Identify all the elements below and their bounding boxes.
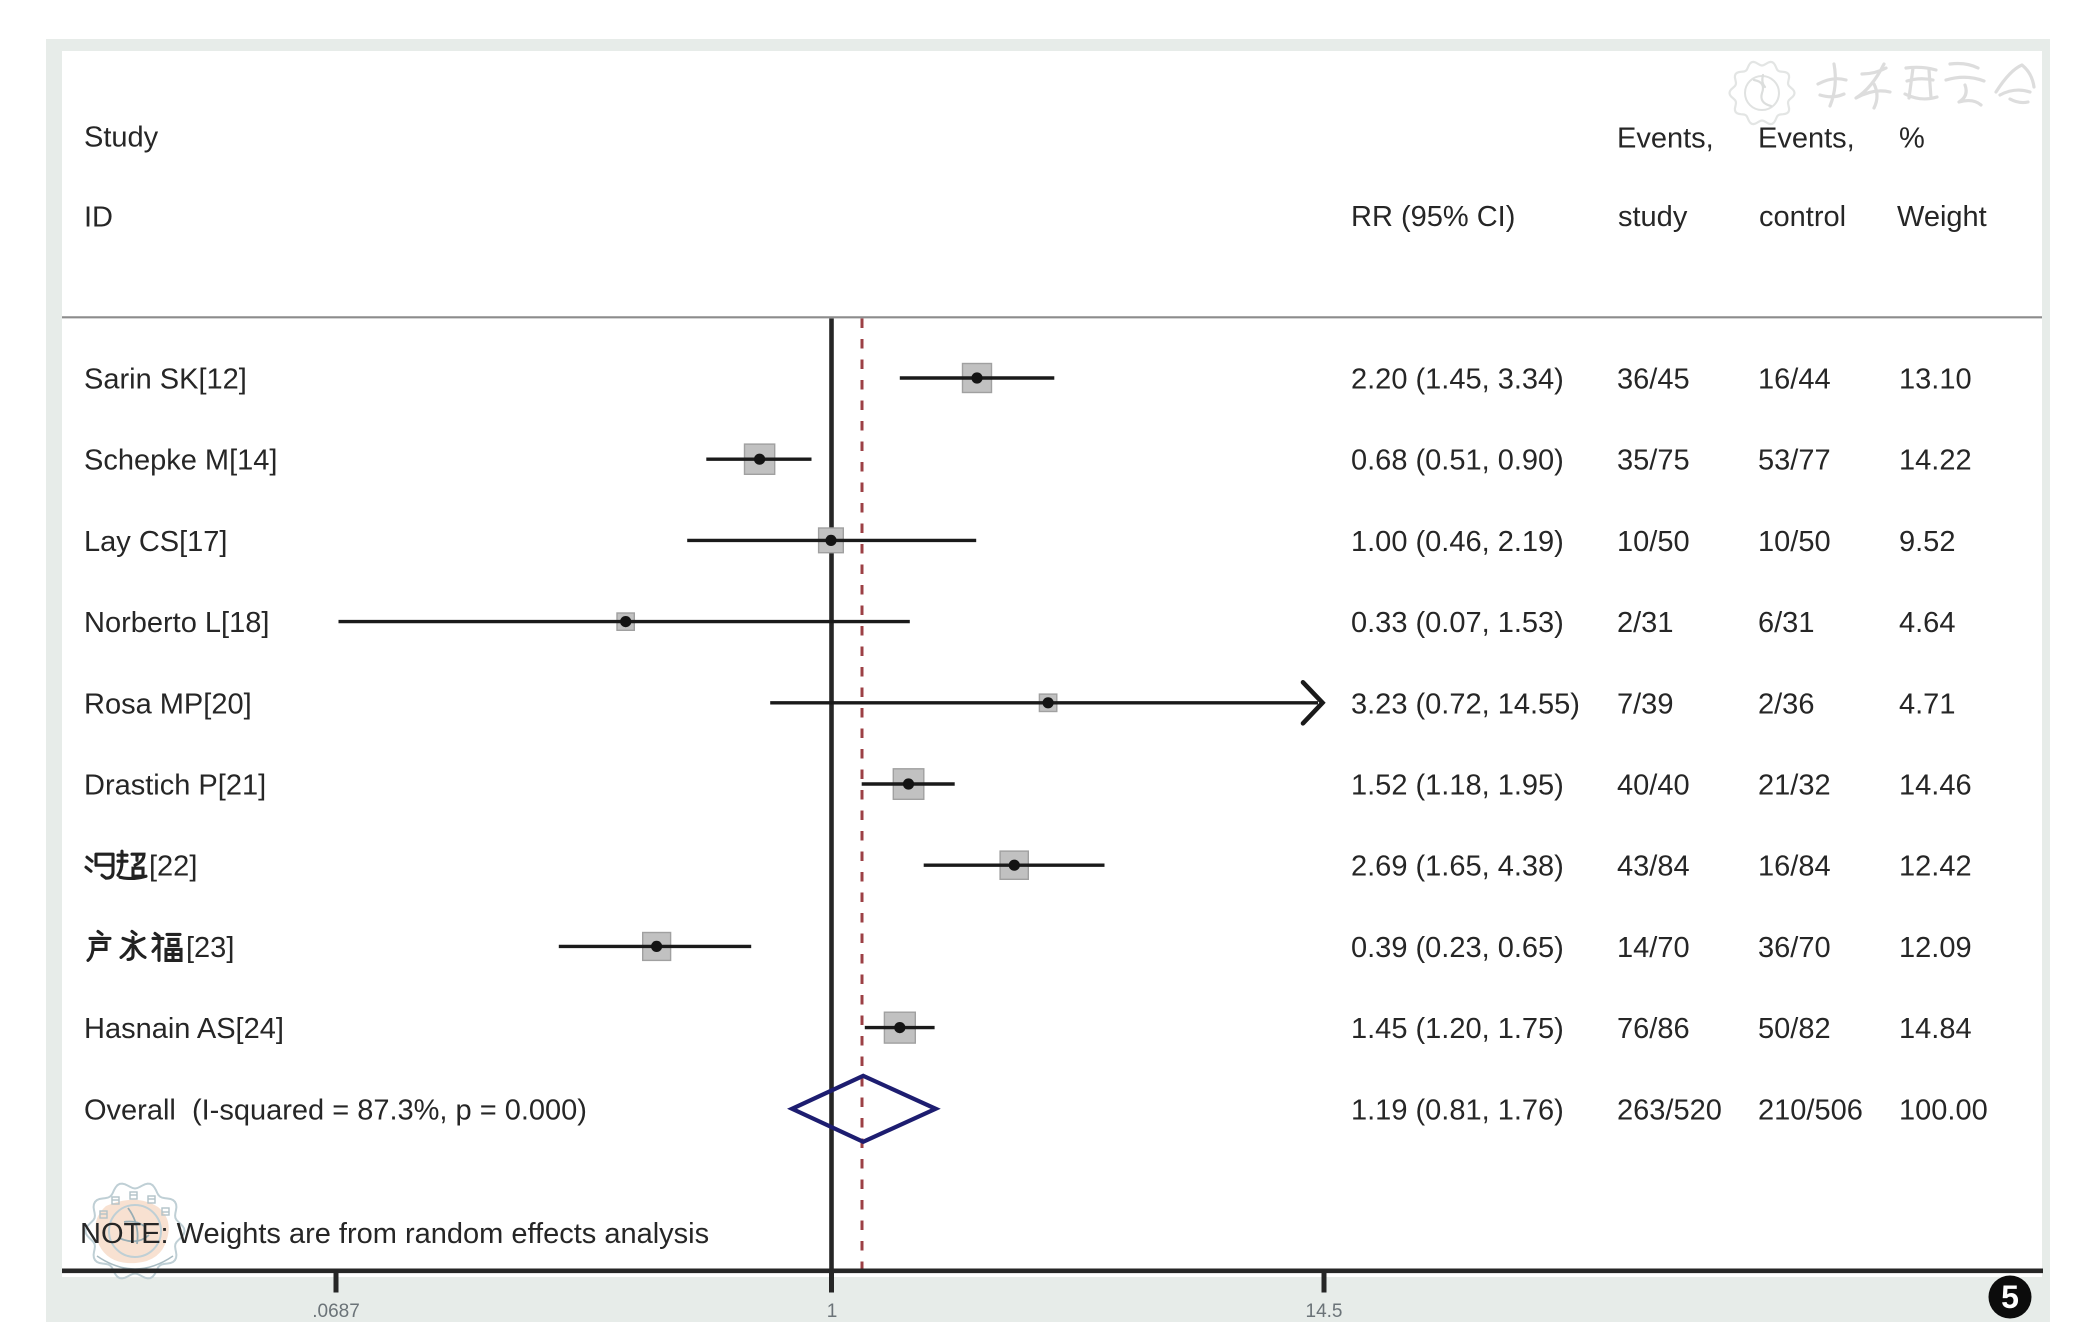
- svg-text:14.84: 14.84: [1899, 1013, 1972, 1045]
- svg-text:16/44: 16/44: [1758, 364, 1831, 396]
- svg-text:Norberto L[18]: Norberto L[18]: [84, 607, 269, 639]
- svg-text:5: 5: [2001, 1279, 2019, 1315]
- svg-text:Study: Study: [84, 122, 159, 154]
- svg-text:RR (95% CI): RR (95% CI): [1351, 201, 1515, 233]
- svg-text:6/31: 6/31: [1758, 607, 1814, 639]
- svg-text:3.23 (0.72, 14.55): 3.23 (0.72, 14.55): [1351, 688, 1580, 720]
- svg-text:Drastich P[21]: Drastich P[21]: [84, 770, 266, 802]
- svg-text:1.19 (0.81, 1.76): 1.19 (0.81, 1.76): [1351, 1094, 1564, 1126]
- svg-text:14.22: 14.22: [1899, 445, 1972, 477]
- svg-text:%: %: [1899, 123, 1925, 155]
- svg-text:[22]: [22]: [149, 851, 197, 883]
- svg-text:Rosa MP[20]: Rosa MP[20]: [84, 688, 252, 720]
- svg-text:53/77: 53/77: [1758, 445, 1831, 477]
- svg-text:12.09: 12.09: [1899, 932, 1972, 964]
- svg-text:.0687: .0687: [312, 1301, 360, 1322]
- svg-text:10/50: 10/50: [1758, 526, 1831, 558]
- svg-text:43/84: 43/84: [1617, 851, 1690, 883]
- svg-text:36/45: 36/45: [1617, 364, 1690, 396]
- svg-text:1.00 (0.46, 2.19): 1.00 (0.46, 2.19): [1351, 526, 1564, 558]
- svg-text:263/520: 263/520: [1617, 1094, 1722, 1126]
- svg-text:10/50: 10/50: [1617, 526, 1690, 558]
- svg-text:Lay CS[17]: Lay CS[17]: [84, 526, 227, 558]
- svg-text:0.39 (0.23, 0.65): 0.39 (0.23, 0.65): [1351, 932, 1564, 964]
- svg-text:Weight: Weight: [1897, 201, 1987, 233]
- svg-text:2.20 (1.45, 3.34): 2.20 (1.45, 3.34): [1351, 364, 1564, 396]
- svg-text:Events,: Events,: [1617, 123, 1714, 155]
- svg-text:1.52 (1.18, 1.95): 1.52 (1.18, 1.95): [1351, 770, 1564, 802]
- svg-text:21/32: 21/32: [1758, 770, 1831, 802]
- svg-text:Schepke M[14]: Schepke M[14]: [84, 445, 277, 477]
- svg-text:2/36: 2/36: [1758, 688, 1814, 720]
- svg-text:1: 1: [827, 1301, 838, 1322]
- svg-text:14.46: 14.46: [1899, 770, 1972, 802]
- svg-text:9.52: 9.52: [1899, 526, 1955, 558]
- svg-text:40/40: 40/40: [1617, 770, 1690, 802]
- svg-text:Hasnain AS[24]: Hasnain AS[24]: [84, 1013, 284, 1045]
- svg-text:[23]: [23]: [186, 932, 234, 964]
- svg-text:14/70: 14/70: [1617, 932, 1690, 964]
- svg-text:50/82: 50/82: [1758, 1013, 1831, 1045]
- svg-text:control: control: [1759, 201, 1846, 233]
- svg-text:2.69 (1.65, 4.38): 2.69 (1.65, 4.38): [1351, 851, 1564, 883]
- svg-text:4.71: 4.71: [1899, 688, 1955, 720]
- svg-text:35/75: 35/75: [1617, 445, 1690, 477]
- svg-text:12.42: 12.42: [1899, 851, 1972, 883]
- svg-text:Overall (I-squared = 87.3%, p: Overall (I-squared = 87.3%, p = 0.000): [84, 1094, 587, 1126]
- svg-text:NOTE: Weights are from random: NOTE: Weights are from random effects an…: [80, 1218, 709, 1250]
- svg-text:7/39: 7/39: [1617, 688, 1673, 720]
- svg-text:36/70: 36/70: [1758, 932, 1831, 964]
- svg-text:2/31: 2/31: [1617, 607, 1673, 639]
- svg-text:0.68 (0.51, 0.90): 0.68 (0.51, 0.90): [1351, 445, 1564, 477]
- svg-text:14.5: 14.5: [1306, 1301, 1343, 1322]
- svg-text:Sarin SK[12]: Sarin SK[12]: [84, 364, 247, 396]
- svg-text:100.00: 100.00: [1899, 1094, 1988, 1126]
- svg-text:4.64: 4.64: [1899, 607, 1955, 639]
- svg-text:1.45 (1.20, 1.75): 1.45 (1.20, 1.75): [1351, 1013, 1564, 1045]
- svg-text:210/506: 210/506: [1758, 1094, 1863, 1126]
- svg-text:0.33 (0.07, 1.53): 0.33 (0.07, 1.53): [1351, 607, 1564, 639]
- svg-text:ID: ID: [84, 202, 113, 234]
- svg-text:16/84: 16/84: [1758, 851, 1831, 883]
- svg-text:76/86: 76/86: [1617, 1013, 1690, 1045]
- svg-text:study: study: [1618, 201, 1688, 233]
- svg-text:13.10: 13.10: [1899, 364, 1972, 396]
- svg-text:Events,: Events,: [1758, 123, 1855, 155]
